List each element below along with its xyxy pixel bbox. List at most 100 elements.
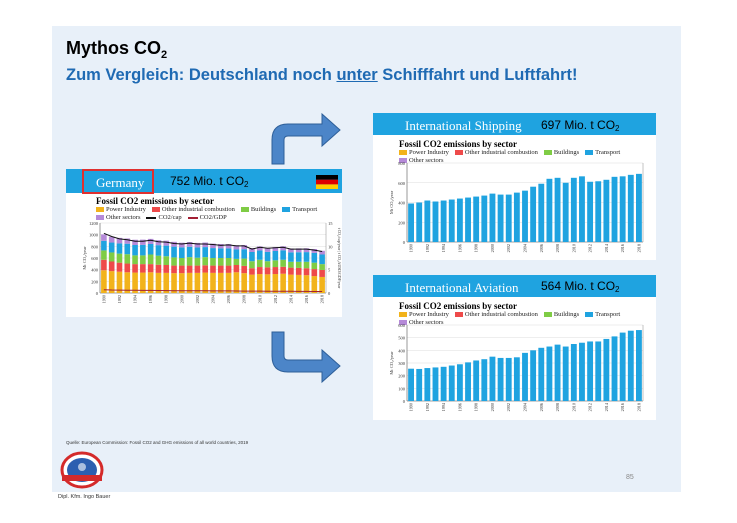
germany-bar <box>264 247 271 252</box>
aviation-bar <box>562 346 569 401</box>
aviation-legend: Power Industry Other industrial combustio… <box>399 311 654 326</box>
germany-bar <box>101 259 107 271</box>
aviation-xtick-label: 2006 <box>539 403 544 411</box>
germany-bar <box>155 245 162 256</box>
aviation-bar <box>636 330 642 401</box>
germany-bar <box>249 268 255 275</box>
shipping-bar <box>554 177 561 242</box>
germany-bar <box>295 252 302 262</box>
aviation-legend-label: Power Industry <box>409 311 449 318</box>
germany-bar <box>272 247 279 251</box>
germany-bar <box>179 265 185 274</box>
aviation-bar <box>440 366 447 401</box>
germany-bar <box>108 271 115 293</box>
aviation-bar <box>538 347 545 401</box>
germany-bar <box>163 240 170 246</box>
germany-bar <box>272 251 279 261</box>
germany-bar <box>108 252 115 262</box>
germany-ytick-label: 400 <box>91 268 99 273</box>
germany-bar <box>256 267 263 275</box>
germany-y2tick-label: 10 <box>328 244 333 249</box>
germany-bar <box>132 239 138 245</box>
germany-bar <box>319 254 325 265</box>
germany-bar <box>202 247 209 258</box>
germany-legend-item: CO2/GDP <box>187 214 227 221</box>
germany-bar <box>179 242 185 248</box>
germany-xtick-label: 2008 <box>242 295 247 303</box>
germany-bar <box>101 270 107 293</box>
shipping-xtick-label: 1992 <box>425 244 430 252</box>
aviation-ytick-label: 400 <box>398 348 406 353</box>
aviation-bar <box>456 364 463 401</box>
germany-bar <box>217 265 224 273</box>
shipping-legend-swatch <box>585 150 594 155</box>
germany-bar <box>108 236 115 243</box>
germany-y2tick-label: 5 <box>328 268 331 273</box>
germany-bar <box>311 252 318 263</box>
germany-bar <box>155 240 162 246</box>
aviation-bar <box>595 341 602 401</box>
germany-bar <box>147 238 154 244</box>
germany-bar <box>256 246 263 251</box>
germany-bar <box>132 264 138 273</box>
germany-bar <box>256 250 263 260</box>
germany-legend-swatch <box>240 207 249 212</box>
shipping-bar <box>505 194 512 242</box>
germany-bar <box>264 261 271 268</box>
germany-bar <box>256 274 263 293</box>
germany-bar <box>132 244 138 256</box>
germany-bar <box>171 265 177 274</box>
aviation-bar <box>465 362 471 401</box>
aviation-bar <box>579 342 585 401</box>
germany-bar <box>295 248 302 253</box>
germany-bar <box>147 244 154 255</box>
shipping-bar <box>587 181 594 242</box>
germany-bar <box>171 257 177 266</box>
germany-bar <box>210 258 216 266</box>
aviation-legend-label: Transport <box>595 311 621 318</box>
aviation-legend-item: Power Industry <box>399 311 449 318</box>
aviation-legend-label: Other industrial combustion <box>464 311 538 318</box>
germany-bar <box>311 276 318 293</box>
shipping-xtick-label: 2016 <box>620 244 625 252</box>
shipping-bar <box>627 174 634 242</box>
germany-bar <box>147 254 154 265</box>
germany-bar <box>140 244 146 256</box>
germany-value: 752 Mio. t CO2 <box>170 174 249 189</box>
germany-bar <box>288 261 294 268</box>
germany-bar <box>124 243 131 255</box>
germany-legend-swatch <box>151 207 160 212</box>
germany-bar <box>140 239 146 245</box>
germany-bar <box>116 262 123 272</box>
germany-bar <box>186 265 193 273</box>
germany-bar <box>147 272 154 293</box>
seal-logo <box>60 451 104 489</box>
aviation-bar <box>530 350 537 401</box>
germany-xtick-label: 2010 <box>257 295 262 303</box>
germany-legend-item: Other sectors <box>96 214 140 221</box>
germany-ytick-label: 1000 <box>89 233 99 238</box>
aviation-ytick-label: 0 <box>403 399 406 404</box>
germany-y2tick-label: 0 <box>328 291 331 296</box>
germany-bar <box>140 272 146 293</box>
aviation-bar <box>424 368 431 401</box>
germany-bar <box>233 265 240 273</box>
germany-bar <box>249 248 255 252</box>
page-title: Mythos CO2 <box>66 38 168 61</box>
germany-bar <box>179 273 185 293</box>
aviation-xtick-label: 2000 <box>490 403 495 411</box>
aviation-legend-label: Buildings <box>553 311 580 318</box>
germany-xtick-label: 1996 <box>148 295 153 303</box>
germany-bar <box>132 272 138 293</box>
aviation-ylabel: Mt CO₂/year <box>389 351 394 375</box>
germany-xtick-label: 2014 <box>288 294 293 303</box>
germany-bar <box>233 249 240 259</box>
shipping-legend-item: Other industrial combustion <box>454 149 538 156</box>
germany-bar <box>295 274 302 293</box>
arrow-down-right-icon <box>271 331 341 384</box>
aviation-xtick-label: 1990 <box>409 403 414 411</box>
aviation-legend-swatch <box>399 320 407 325</box>
aviation-xtick-label: 2014 <box>604 402 609 411</box>
shipping-legend-label: Power Industry <box>409 149 449 156</box>
germany-ytick-label: 600 <box>91 256 99 261</box>
